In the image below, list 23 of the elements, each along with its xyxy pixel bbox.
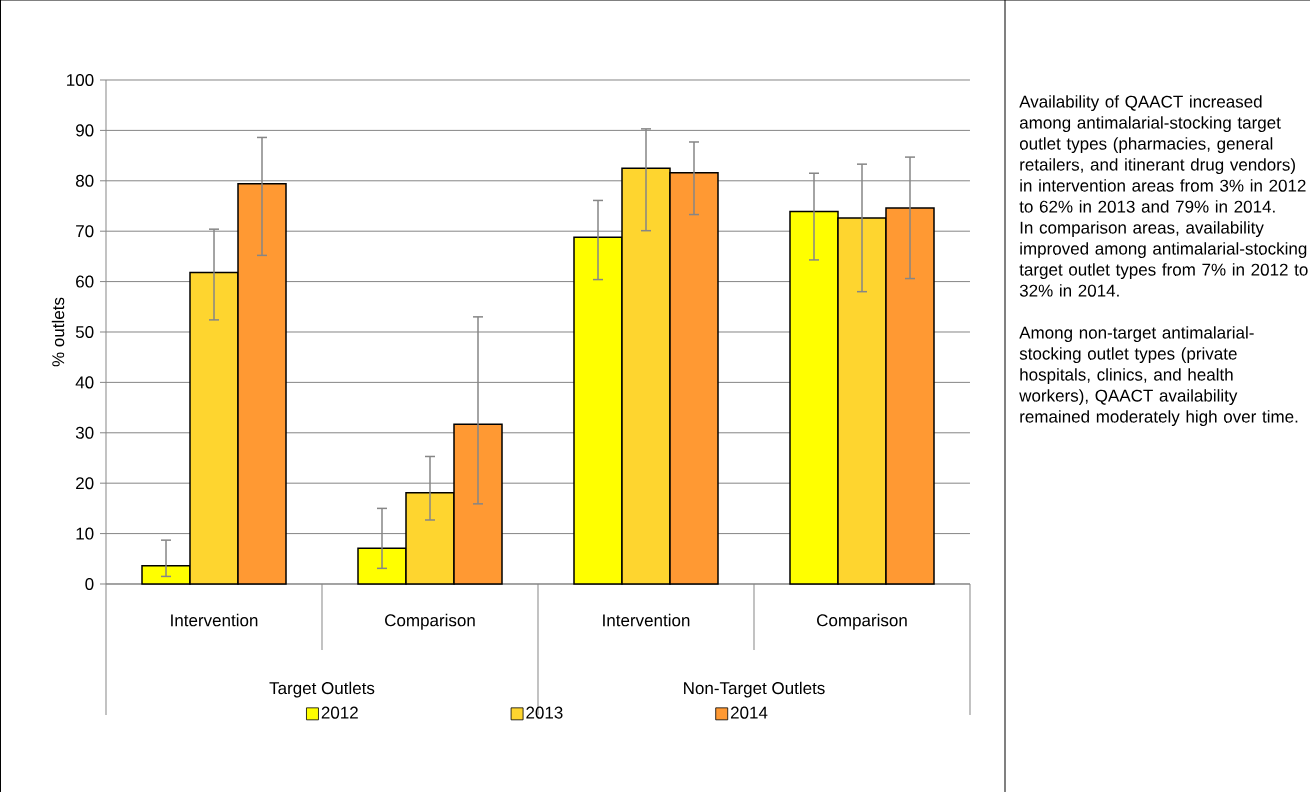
x-tick-label: Intervention xyxy=(603,613,690,627)
y-axis-title: % outlets xyxy=(51,297,65,367)
y-tick-label: 60 xyxy=(76,275,94,288)
text: Among non-target antimalarial-stocking outlet types (private hospitals, clinics, and health workers), QAACT availability remained moderately high over time. xyxy=(1019,326,1298,427)
y-tick-label: 0 xyxy=(85,577,94,591)
legend-label: 2012 xyxy=(321,706,358,719)
text: Non-Target Outlets xyxy=(684,681,825,698)
x-tick-label: Comparison xyxy=(385,613,475,630)
legend-label: 2013 xyxy=(526,706,563,719)
x-tick-label: Intervention xyxy=(171,613,258,627)
y-tick-label: 20 xyxy=(76,477,94,490)
y-tick-label: 100 xyxy=(67,73,94,87)
y-tick-label: 70 xyxy=(76,225,94,238)
y-tick-label: 10 xyxy=(76,527,94,540)
y-tick-label: 80 xyxy=(75,174,94,187)
y-tick-label: 90 xyxy=(76,124,94,137)
text: Availability of QAACT increased among antimalarial-stocking target outlet types (pharmacies, general retailers, and itinerant drug vendors) in intervention areas from 3% in 2012 to 62% in 2013 and 79% in 2014. In comparison areas, availability improved among antimalarial-stocking target outlet types from 7% in 2012 to 32% in 2014. xyxy=(1019,95,1308,297)
x-tick-label: Comparison xyxy=(817,613,907,630)
y-tick-label: 40 xyxy=(75,376,94,389)
y-tick-label: 30 xyxy=(75,426,94,439)
text: Target Outlets xyxy=(269,681,375,698)
legend-label: 2014 xyxy=(730,706,768,719)
y-tick-label: 50 xyxy=(75,325,94,339)
